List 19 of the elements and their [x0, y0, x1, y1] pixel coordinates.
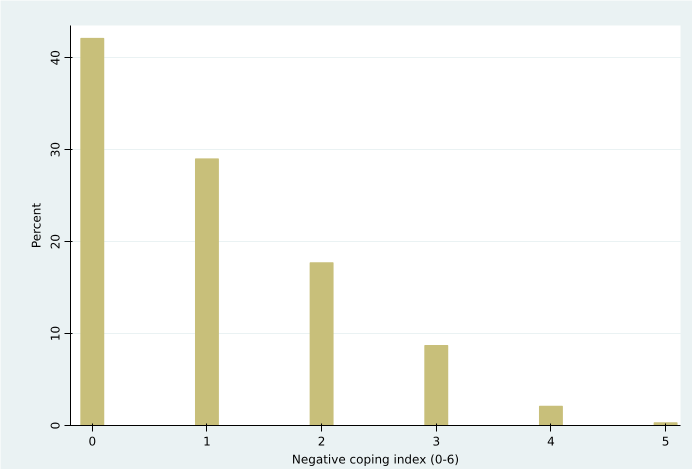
y-tick-label: 0 — [48, 422, 62, 430]
bar — [310, 262, 334, 426]
y-tick-label: 30 — [48, 142, 62, 158]
bar — [424, 345, 448, 426]
bar — [538, 406, 563, 426]
y-tick-label: 40 — [48, 50, 62, 66]
y-tick-label: 20 — [48, 234, 62, 250]
y-axis-title: Percent — [30, 202, 44, 248]
x-tick-label: 3 — [432, 434, 440, 448]
x-tick-label: 0 — [88, 434, 96, 448]
bar — [80, 38, 104, 426]
x-tick-label: 4 — [547, 434, 555, 448]
x-tick-label: 1 — [203, 434, 211, 448]
y-tick-label: 10 — [48, 326, 62, 342]
x-axis-title: Negative coping index (0-6) — [292, 452, 460, 466]
x-tick-label: 2 — [318, 434, 326, 448]
bar — [194, 158, 219, 426]
x-tick-label: 5 — [662, 434, 670, 448]
bar — [654, 422, 678, 426]
